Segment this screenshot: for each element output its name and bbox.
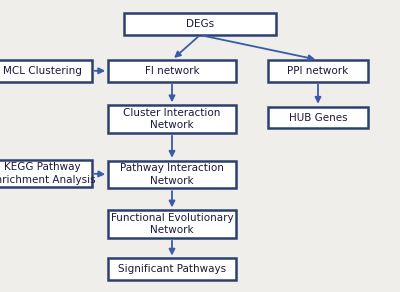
Text: FI network: FI network: [145, 66, 199, 76]
FancyBboxPatch shape: [268, 107, 368, 128]
FancyBboxPatch shape: [108, 105, 236, 133]
Text: Cluster Interaction
Network: Cluster Interaction Network: [123, 108, 221, 130]
Text: KEGG Pathway
Enrichment Analysis: KEGG Pathway Enrichment Analysis: [0, 162, 95, 185]
Text: Pathway Interaction
Network: Pathway Interaction Network: [120, 163, 224, 186]
FancyBboxPatch shape: [0, 60, 92, 82]
Text: HUB Genes: HUB Genes: [289, 112, 347, 123]
FancyBboxPatch shape: [268, 60, 368, 82]
FancyBboxPatch shape: [108, 210, 236, 238]
FancyBboxPatch shape: [108, 161, 236, 188]
Text: DEGs: DEGs: [186, 19, 214, 29]
Text: Functional Evolutionary
Network: Functional Evolutionary Network: [111, 213, 233, 235]
FancyBboxPatch shape: [108, 258, 236, 280]
FancyBboxPatch shape: [108, 60, 236, 82]
Text: Significant Pathways: Significant Pathways: [118, 264, 226, 274]
Text: PPI network: PPI network: [287, 66, 349, 76]
Text: MCL Clustering: MCL Clustering: [2, 66, 82, 76]
FancyBboxPatch shape: [0, 160, 92, 187]
FancyBboxPatch shape: [124, 13, 276, 35]
